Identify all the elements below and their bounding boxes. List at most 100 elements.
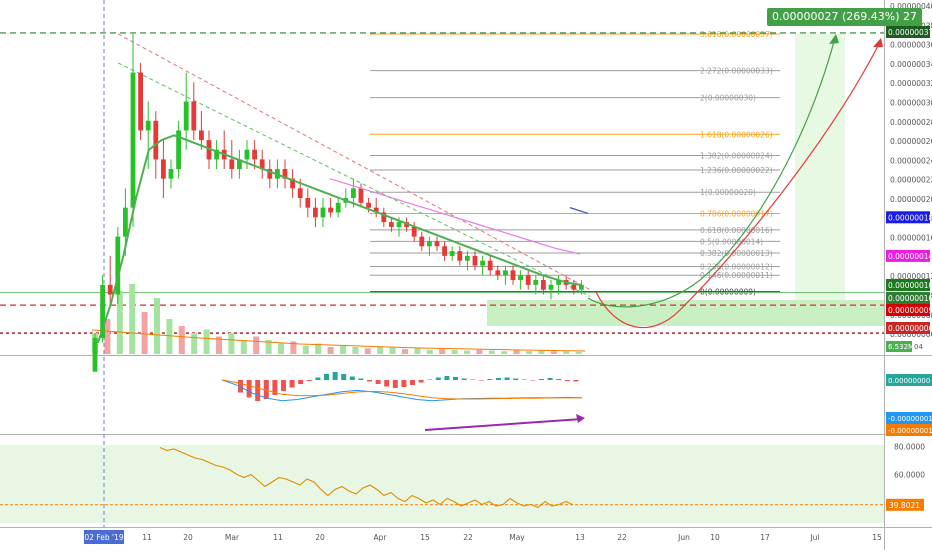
volume-bar <box>240 340 247 354</box>
divergence-line <box>424 418 583 431</box>
green-projection-curve <box>587 37 836 308</box>
candle-body <box>411 226 417 237</box>
price-tick-label: 0.00000020 <box>890 195 932 204</box>
volume-bar <box>402 349 408 354</box>
candle-body <box>541 280 546 290</box>
macd-histogram-bar <box>367 380 372 382</box>
candle-body <box>259 159 265 170</box>
candle-body <box>130 72 136 208</box>
price-badge-label: 0.00000009 <box>888 306 932 315</box>
candle-body <box>396 222 402 227</box>
candle-body <box>313 207 318 218</box>
fib-level-label: 1.618(0.00000026) <box>700 130 773 139</box>
candle-body <box>290 178 295 189</box>
price-badge <box>886 322 930 334</box>
price-badge-label: 0.00000010 <box>888 294 932 303</box>
candle-body <box>487 260 493 271</box>
macd-histogram-bar <box>255 380 261 401</box>
horizontal-levels <box>0 32 884 334</box>
time-axis-label: Mar <box>225 533 240 542</box>
volume-bar <box>451 349 458 354</box>
macd-histogram-bar <box>564 380 570 381</box>
macd-axis-badge <box>886 412 932 424</box>
rsi-tick-label: 60.0000 <box>894 471 925 480</box>
macd-histogram-bar <box>573 380 579 382</box>
volume-bar <box>501 351 508 354</box>
time-axis[interactable]: 02 Feb '19 11 20 Mar 11 20 Apr 15 22 May 13 22 Jun 10… <box>84 530 882 544</box>
green-arrow-head <box>829 34 839 44</box>
candle-body <box>183 101 189 131</box>
time-axis-label: 15 <box>872 533 882 542</box>
fib-level-label: 2.272(0.00000033) <box>700 67 773 76</box>
volume-bar <box>550 351 557 354</box>
candle-body <box>442 246 447 256</box>
volume-bar <box>278 343 284 354</box>
candle-body <box>161 159 166 179</box>
macd-histogram-bar <box>401 380 407 387</box>
divergence-arrow-head <box>576 414 585 423</box>
volume-bar <box>228 333 235 354</box>
candle-body <box>100 284 105 338</box>
price-pane[interactable] <box>0 0 884 355</box>
candle-body <box>495 270 501 276</box>
candle-body <box>145 120 151 131</box>
volume-bar <box>116 291 123 354</box>
macd-histogram-bar <box>306 380 312 381</box>
candle-body <box>510 270 516 281</box>
volume-bar <box>104 319 111 354</box>
price-badge-label: 0.00000018 <box>888 213 932 222</box>
volume-bar <box>203 329 210 354</box>
candle-body <box>358 188 364 203</box>
time-axis-label: 02 Feb '19 <box>84 533 123 542</box>
time-axis-label: 22 <box>617 533 627 542</box>
price-badge-label: 0.00000010 <box>888 281 932 290</box>
macd-axis-label: -0.00000001 <box>888 415 932 423</box>
price-axis[interactable]: 0.000000400.000000380.000000360.00000034… <box>886 2 932 511</box>
price-badge <box>886 279 930 291</box>
volume-badge-label: 6.532M <box>888 343 914 351</box>
fib-level-label: 0.236(0.00000012) <box>700 263 773 272</box>
trendlines <box>117 33 591 297</box>
price-badge <box>886 304 930 316</box>
target-zone <box>795 34 845 300</box>
macd-histogram-bar <box>289 380 295 388</box>
fib-level-label: 0.618(0.00000016) <box>700 226 773 235</box>
price-badge-label: 0.00000037 <box>888 28 932 37</box>
macd-histogram-bar <box>238 380 243 393</box>
time-axis-label: 10 <box>710 533 720 542</box>
time-axis-label: 22 <box>463 533 473 542</box>
volume-bar <box>377 347 384 354</box>
candle-body <box>168 169 174 179</box>
fib-level-label: 1.236(0.00000022) <box>700 166 773 175</box>
volume-bar <box>513 350 520 354</box>
candle-body <box>518 275 523 281</box>
macd-pane[interactable] <box>0 356 884 434</box>
candle-body <box>503 270 508 276</box>
target-label: 0.00000027 (269.43%) 27 <box>767 8 922 26</box>
macd-histogram-bar <box>556 379 562 380</box>
candle-body <box>457 251 463 261</box>
macd-axis-label: 0.00000000 <box>888 377 930 385</box>
candle-body <box>373 207 379 213</box>
pink-moving-average <box>329 178 581 255</box>
candle-body <box>449 251 455 256</box>
candle-body <box>92 337 98 372</box>
fib-level-label: 1.382(0.00000024) <box>700 152 773 161</box>
volume-bar <box>426 349 433 354</box>
macd-histogram-bar <box>298 380 304 384</box>
macd-histogram-bar <box>427 379 433 380</box>
volume-bar <box>302 345 309 354</box>
candle-body <box>556 280 561 285</box>
price-tick-label: 0.00000040 <box>890 2 932 11</box>
candle-body <box>548 284 554 290</box>
price-badge <box>886 211 930 224</box>
candle-body <box>237 159 242 170</box>
rsi-value-label: 39.8021 <box>889 501 920 510</box>
candle-body <box>351 188 356 198</box>
macd-histogram-bar <box>315 377 321 380</box>
volume-bar <box>129 284 136 354</box>
volume-bar <box>166 319 173 354</box>
volume-bar <box>290 341 297 354</box>
